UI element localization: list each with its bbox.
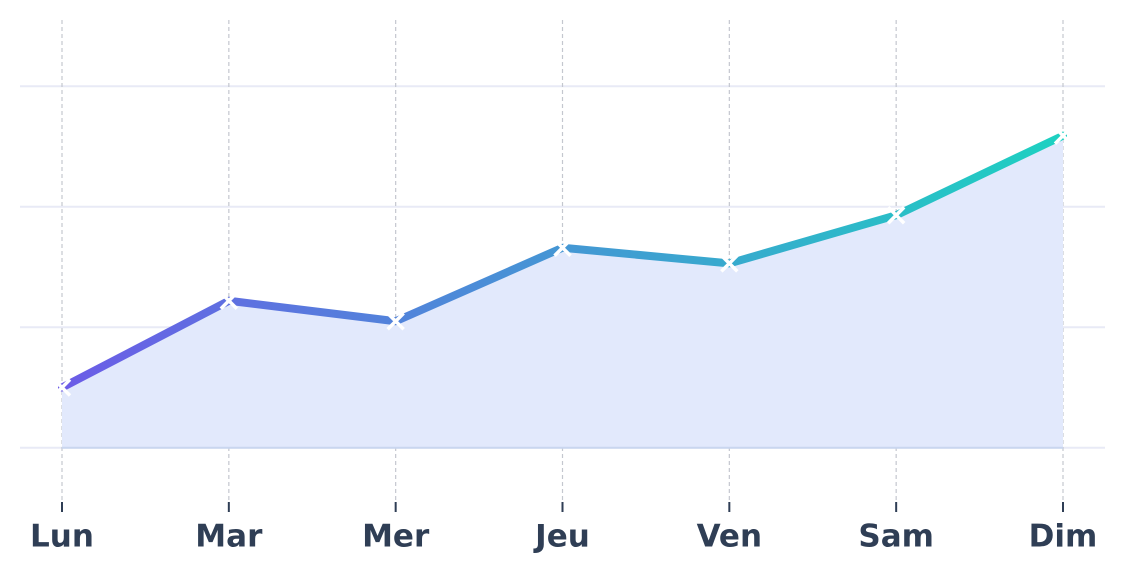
marker [720,254,739,273]
marker [553,238,572,257]
x-tick-label: Mar [195,519,263,555]
x-tick-label: Sam [858,519,934,555]
x-tick-label: Mer [362,519,430,555]
marker [386,312,405,331]
marker [52,378,72,397]
marker [219,291,239,311]
x-tick-label: Ven [697,519,762,555]
x-tick-label: Dim [1029,519,1098,555]
x-tick-label: Jeu [533,519,590,555]
marker [1053,126,1073,145]
x-tick-label: Lun [30,519,94,555]
area [62,135,1063,448]
marker [886,205,906,225]
